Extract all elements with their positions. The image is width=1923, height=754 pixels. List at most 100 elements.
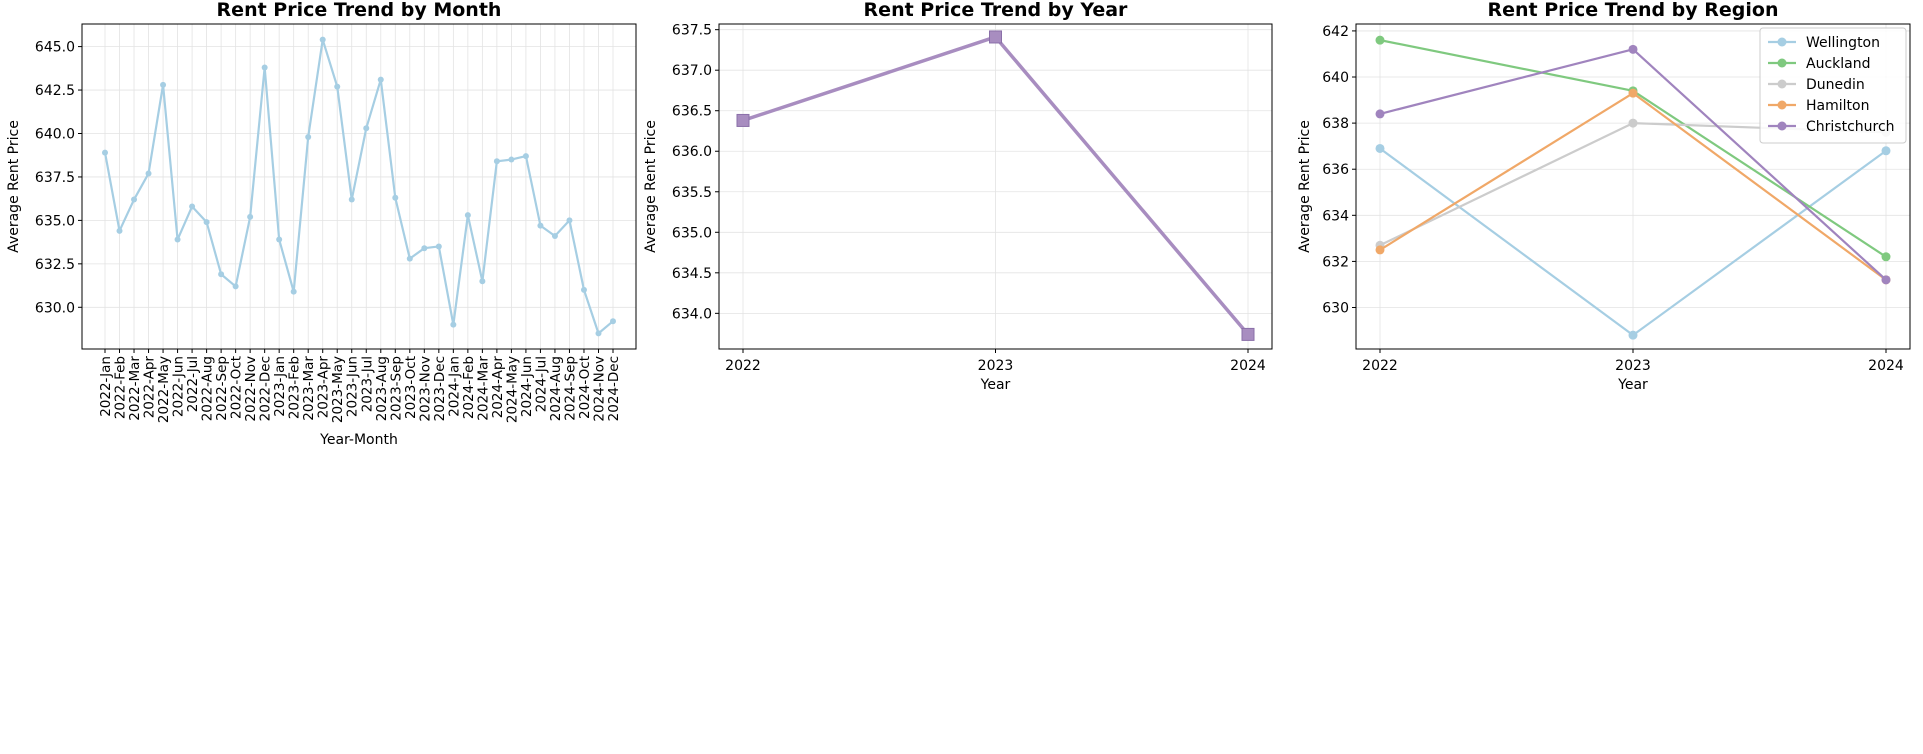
x-tick-label: 2022-Jun (171, 356, 187, 417)
y-tick-label: 632.5 (35, 257, 75, 273)
legend-swatch-marker (1777, 58, 1787, 68)
x-tick-label: 2023-Dec (432, 356, 448, 421)
data-point (102, 149, 108, 156)
legend-swatch-marker (1777, 121, 1787, 131)
x-tick-label: 2024-Jun (519, 356, 535, 417)
x-tick-label: 2024-Aug (548, 356, 564, 421)
data-point (116, 227, 123, 234)
legend-label: Wellington (1806, 35, 1880, 51)
y-tick-label: 635.0 (35, 213, 75, 229)
x-tick-label: 2023-Apr (316, 356, 332, 419)
x-tick-label: 2024 (1230, 358, 1266, 374)
y-tick-label: 630 (1322, 301, 1349, 317)
x-tick-label: 2023-Aug (374, 356, 390, 421)
chart-panel-month: 630.0 632.5 635.0 637.5 640.0 642.5 645.0 2022-… (6, 0, 637, 448)
data-point (580, 286, 587, 293)
x-tick-label: 2022-Oct (229, 356, 245, 419)
y-axis-label: Average Rent Price (1297, 120, 1313, 253)
data-point (1241, 327, 1255, 341)
y-tick-label: 635.0 (672, 225, 712, 241)
data-point (1628, 118, 1638, 128)
data-point (989, 30, 1002, 44)
x-tick-label: 2023 (1615, 358, 1651, 374)
x-tick-label: 2022-Mar (127, 356, 143, 421)
y-axis-label: Average Rent Price (6, 120, 22, 253)
data-point (1628, 44, 1638, 54)
data-point (1881, 146, 1891, 156)
x-tick-label: 2023-Jan (272, 356, 288, 417)
data-point (392, 194, 399, 201)
data-point (189, 203, 196, 210)
x-tick-label: 2024-Sep (562, 356, 578, 421)
data-point (406, 255, 413, 262)
data-point (145, 170, 152, 177)
data-point (1881, 275, 1891, 285)
x-tick-label: 2024-Mar (475, 356, 491, 421)
data-point (377, 76, 384, 83)
x-axis-label: Year (1617, 377, 1648, 393)
legend-item: Christchurch (1768, 119, 1895, 135)
data-point (522, 153, 529, 160)
x-axis-label: Year (980, 377, 1011, 393)
data-point (131, 196, 138, 203)
data-point (566, 217, 573, 224)
y-axis-label: Average Rent Price (643, 120, 659, 253)
x-tick-label: 2022-Nov (243, 356, 259, 422)
data-point (1628, 88, 1638, 98)
x-tick-label: 2023-Sep (388, 356, 404, 421)
x-tick-label: 2024-Oct (577, 356, 593, 419)
y-tick-label: 640.0 (35, 126, 75, 142)
y-tick-label: 637.0 (672, 63, 712, 79)
x-tick-label: 2024-Feb (461, 356, 477, 419)
y-tick-label: 645.0 (35, 40, 75, 56)
data-point (290, 288, 297, 295)
data-point (479, 278, 486, 285)
y-tick-label: 636 (1322, 162, 1349, 178)
data-point (610, 318, 616, 325)
data-point (493, 158, 500, 165)
legend: Wellington Auckland Dunedin Hamilton Christc… (1759, 27, 1907, 144)
x-tick-label: 2023-Jun (345, 356, 361, 417)
x-tick-label: 2022-Apr (142, 356, 158, 419)
x-tick-label: 2023-Feb (287, 356, 303, 419)
y-tick-label: 636.0 (672, 144, 712, 160)
data-point (508, 156, 515, 163)
data-point (276, 236, 283, 243)
y-tick-label: 642.5 (35, 83, 75, 99)
y-tick-label: 630.0 (35, 300, 75, 316)
data-point (736, 113, 750, 127)
x-tick-label: 2023-Jul (359, 356, 375, 412)
legend-swatch-marker (1777, 79, 1787, 89)
chart-title: Rent Price Trend by Region (1488, 0, 1779, 21)
data-point (218, 271, 225, 278)
data-point (334, 83, 341, 90)
x-tick-label: 2022-Jul (185, 356, 201, 412)
data-point (1375, 35, 1385, 45)
data-point (363, 125, 370, 132)
y-tick-label: 634.0 (672, 306, 712, 322)
chart-panel-year: 634.0 634.5 635.0 635.5 636.0 636.5 637.0 637.5… (643, 0, 1273, 393)
legend-swatch-marker (1777, 37, 1787, 47)
data-point (174, 236, 181, 243)
data-point (1375, 143, 1385, 153)
legend-label: Auckland (1806, 56, 1870, 72)
data-point (435, 243, 442, 250)
data-point (348, 196, 355, 203)
x-tick-label: 2023-Oct (403, 356, 419, 419)
series-line (103, 38, 614, 335)
data-point (595, 330, 602, 337)
x-tick-label: 2022-Sep (214, 356, 230, 421)
data-point (160, 81, 167, 88)
chart-title: Rent Price Trend by Year (864, 0, 1129, 21)
chart-panel-region: 630 632 634 636 638 640 642 2022 2023 2024 Rent Pr… (1297, 0, 1911, 393)
x-tick-label: 2024-Jul (533, 356, 549, 412)
data-point (1375, 109, 1385, 119)
y-tick-label: 634 (1322, 208, 1349, 224)
legend-label: Hamilton (1806, 98, 1869, 114)
data-point (1375, 245, 1385, 255)
x-tick-label: 2023-Mar (301, 356, 317, 421)
x-tick-label: 2023-Nov (417, 356, 433, 422)
y-tick-label: 642 (1322, 24, 1349, 40)
x-axis-label: Year-Month (319, 432, 398, 448)
